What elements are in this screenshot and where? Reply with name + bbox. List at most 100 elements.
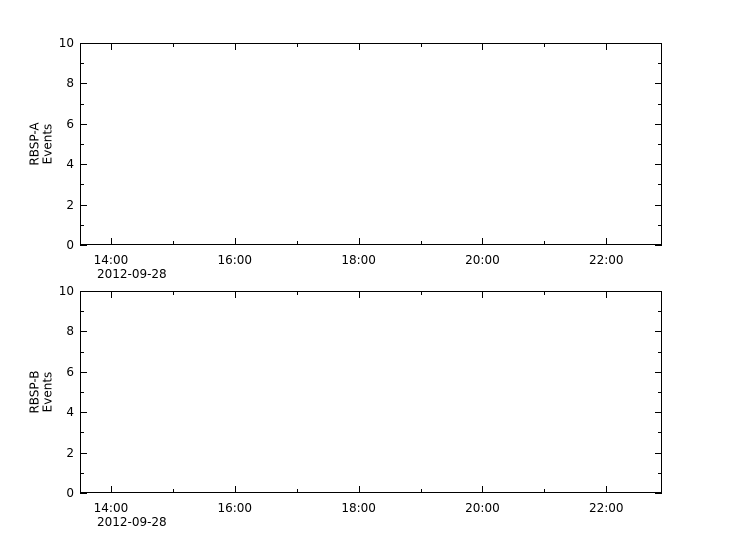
y-minor-tick-right-a-7 [658,103,662,105]
plot-frame-rbsp-b [80,291,662,493]
y-tick-label-a-4: 4 [66,157,74,172]
x-tick-a-20:00 [482,238,484,245]
y-tick-b-2 [80,452,87,454]
y-tick-label-a-2: 2 [66,197,74,212]
x-minor-tick-b-19 [420,489,422,493]
plot-panel-rbsp-a: RBSP-A Events 2012-09-28 0 2 4 6 8 10 14:00 16:… [27,37,662,281]
x-minor-tick-top-b-21 [544,291,546,295]
y-tick-label-a-0: 0 [66,238,74,252]
x-tick-top-b-14:00 [110,291,112,298]
y-tick-a-10 [80,43,87,44]
x-tick-a-18:00 [358,238,360,245]
x-tick-label-b-18:00: 18:00 [341,501,376,515]
y-axis-title-line2: Events [40,123,55,165]
y-axis-title-rbsp-a: RBSP-A Events [27,122,55,166]
y-tick-label-b-8: 8 [66,324,74,339]
y-axis-title-line1: RBSP-B [27,370,42,414]
x-tick-b-16:00 [234,486,236,493]
y-tick-label-a-8: 8 [66,76,74,91]
x-tick-label-a-14:00: 14:00 [93,253,129,267]
y-tick-label-b-0: 0 [66,486,74,500]
y-tick-right-a-10 [655,43,662,44]
y-tick-b-6 [80,371,87,373]
y-minor-tick-right-b-1 [658,472,662,474]
x-minor-tick-a-15 [172,241,174,245]
y-tick-right-b-6 [655,371,662,373]
x-minor-tick-top-a-17 [296,43,298,47]
y-tick-right-a-8 [655,83,662,85]
y-tick-b-10 [80,291,87,292]
y-tick-label-a-6: 6 [66,116,74,131]
x-tick-top-a-14:00 [110,43,112,50]
y-minor-tick-right-a-1 [658,224,662,226]
y-axis-title-line1: RBSP-A [27,122,42,166]
y-minor-tick-right-b-3 [658,432,662,434]
y-tick-right-a-0 [655,245,662,246]
x-minor-tick-top-a-15 [172,43,174,47]
y-tick-label-a-10: 10 [58,36,74,50]
x-tick-a-14:00 [110,238,112,245]
y-minor-tick-a-7 [80,103,84,105]
y-tick-a-0 [80,245,87,246]
y-tick-a-4 [80,164,87,166]
y-tick-a-6 [80,123,87,125]
y-tick-right-b-8 [655,331,662,333]
x-minor-tick-b-15 [172,489,174,493]
y-minor-tick-b-7 [80,351,84,353]
y-minor-tick-b-5 [80,392,84,393]
y-tick-a-8 [80,83,87,85]
y-tick-right-b-4 [655,412,662,414]
x-minor-tick-top-a-21 [544,43,546,47]
y-tick-a-2 [80,204,87,206]
y-minor-tick-a-9 [80,63,84,65]
x-minor-tick-b-21 [544,489,546,493]
x-tick-top-b-18:00 [358,291,360,298]
plot-frame-rbsp-a [80,43,662,245]
y-tick-label-b-6: 6 [66,364,74,379]
x-tick-label-a-20:00: 20:00 [465,253,500,267]
y-tick-right-a-2 [655,204,662,206]
x-tick-label-a-18:00: 18:00 [341,253,376,267]
x-tick-top-b-16:00 [234,291,236,298]
y-tick-label-b-2: 2 [66,445,74,460]
x-axis-date-label-rbsp-a: 2012-09-28 [96,267,167,281]
y-minor-tick-right-b-9 [658,311,662,313]
x-tick-label-b-16:00: 16:00 [217,501,253,515]
x-tick-b-14:00 [110,486,112,493]
y-tick-right-a-4 [655,164,662,166]
x-tick-label-b-14:00: 14:00 [93,501,129,515]
y-tick-right-b-2 [655,452,662,454]
y-minor-tick-right-a-3 [658,184,662,186]
y-tick-label-b-10: 10 [58,284,74,298]
x-minor-tick-top-b-19 [420,291,422,295]
y-tick-b-8 [80,331,87,333]
y-minor-tick-a-1 [80,224,84,226]
x-minor-tick-a-19 [420,241,422,245]
x-tick-top-a-22:00 [606,43,608,50]
x-minor-tick-a-21 [544,241,546,245]
x-minor-tick-top-a-19 [420,43,422,47]
y-tick-label-b-4: 4 [66,405,74,420]
y-minor-tick-b-9 [80,311,84,313]
x-tick-b-18:00 [358,486,360,493]
y-axis-title-line2: Events [40,371,55,413]
x-tick-top-a-16:00 [234,43,236,50]
y-minor-tick-right-a-5 [658,144,662,145]
y-minor-tick-b-1 [80,472,84,474]
x-minor-tick-b-17 [296,489,298,493]
x-tick-top-a-18:00 [358,43,360,50]
x-tick-b-20:00 [482,486,484,493]
x-tick-top-a-20:00 [482,43,484,50]
x-tick-top-b-22:00 [606,291,608,298]
x-axis-date-label-rbsp-b: 2012-09-28 [96,515,167,529]
x-minor-tick-top-b-15 [172,291,174,295]
x-minor-tick-top-b-17 [296,291,298,295]
x-tick-b-22:00 [606,486,608,493]
x-minor-tick-a-17 [296,241,298,245]
x-tick-a-22:00 [606,238,608,245]
y-tick-right-b-10 [655,291,662,292]
y-tick-right-a-6 [655,123,662,125]
y-minor-tick-right-b-7 [658,351,662,353]
y-tick-b-0 [80,493,87,494]
